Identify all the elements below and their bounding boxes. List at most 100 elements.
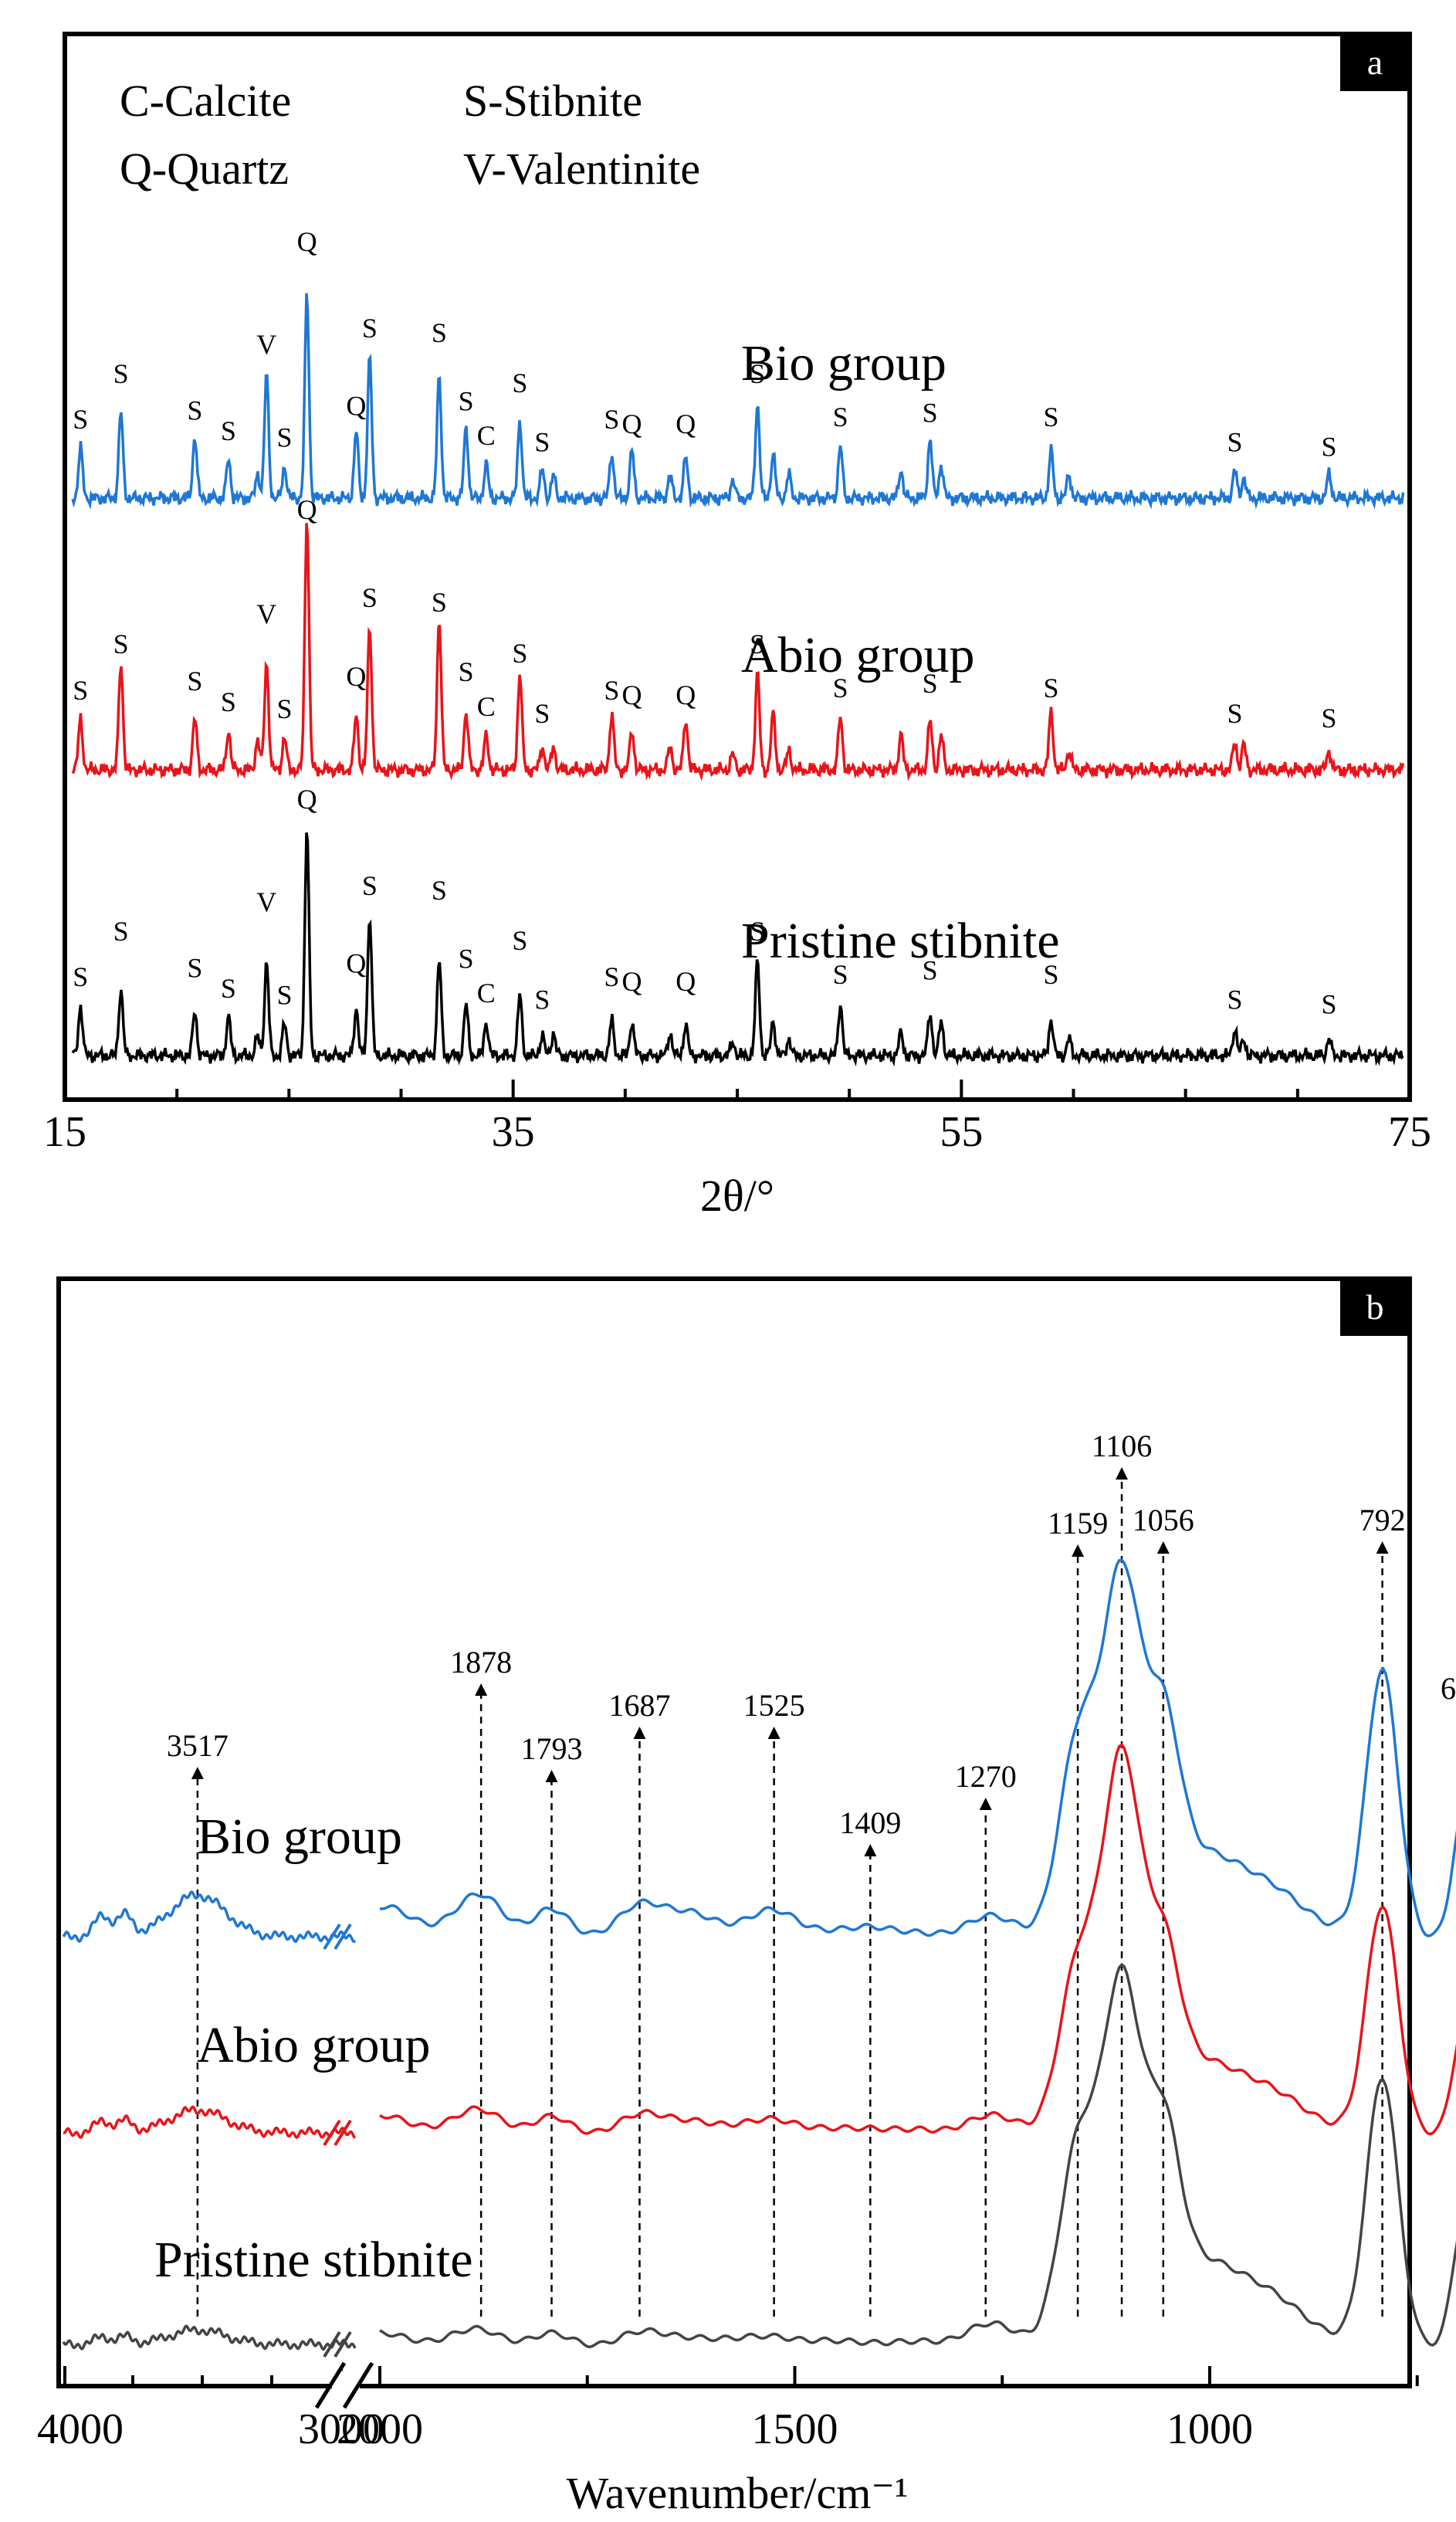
xrd-peak-label: S <box>73 404 88 435</box>
xrd-peak-label: S <box>750 358 765 389</box>
ftir-annotations: 3517 1878 1793 1687 1525 1409 1270 1159 1106 1056… <box>167 1429 1456 2358</box>
xrd-peak-label: Q <box>346 947 366 978</box>
xrd-peak-label: S <box>512 925 527 956</box>
xrd-peak-label: S <box>459 656 474 687</box>
xrd-peak-label: C <box>477 978 496 1008</box>
xrd-peak-label: S <box>276 980 292 1011</box>
ftir-line-bio <box>62 1558 1456 1944</box>
ftir-tick-label: 2000 <box>337 2405 423 2453</box>
xrd-peak-label: Q <box>676 680 696 710</box>
ftir-annotation-arrow <box>191 1767 204 1779</box>
panel-a: a C-Calcite S-Stibnite Q-Quartz V-Valent… <box>43 32 1431 1221</box>
xrd-peak-label: S <box>534 427 550 458</box>
ftir-annotation-label: 1687 <box>608 1688 670 1723</box>
panel-b-label-box <box>1340 1279 1410 1336</box>
xrd-peak-label: S <box>221 973 236 1004</box>
ftir-x-axis: 40003000200015001000500 <box>37 2361 1419 2453</box>
ftir-annotation-arrow <box>1376 1541 1389 1554</box>
legend-quartz: Q-Quartz <box>120 144 289 194</box>
xrd-peak-label: S <box>1227 698 1242 729</box>
xrd-peak-label: S <box>534 698 550 729</box>
xrd-tick-label: 15 <box>43 1108 86 1156</box>
xrd-peak-label: S <box>923 954 938 985</box>
legend-valentinite: V-Valentinite <box>463 144 700 194</box>
xrd-peak-label: S <box>187 952 202 983</box>
ftir-line-pristine <box>62 1962 1456 2351</box>
ftir-annotation-label: 1409 <box>839 1805 901 1840</box>
ftir-x-axis-label: Wavenumber/cm⁻¹ <box>567 2468 909 2518</box>
xrd-peak-label: Q <box>346 390 366 421</box>
xrd-line-bio <box>71 293 1405 510</box>
ftir-annotation-arrow <box>545 1770 558 1782</box>
xrd-peak-label: S <box>1227 985 1242 1015</box>
legend-stibnite: S-Stibnite <box>463 76 642 126</box>
xrd-peak-label: S <box>833 402 848 432</box>
ftir-axis-break-mark <box>314 2361 347 2409</box>
xrd-series-label-pristine: Pristine stibnite <box>741 913 1060 969</box>
xrd-peak-label: S <box>750 629 765 659</box>
ftir-line-abio <box>63 1743 1456 2140</box>
ftir-series-label-bio: Bio group <box>197 1808 402 1865</box>
xrd-peak-label: Q <box>297 226 317 257</box>
xrd-peak-label: S <box>362 870 378 901</box>
ftir-break-mark <box>334 1923 352 1951</box>
xrd-peak-label: S <box>432 875 447 906</box>
xrd-peak-label: S <box>362 313 378 344</box>
xrd-peak-label: S <box>459 944 474 975</box>
xrd-peak-label: S <box>534 985 550 1015</box>
xrd-peak-label: C <box>477 691 496 722</box>
xrd-peak-label: S <box>187 395 202 425</box>
xrd-peak-label: S <box>512 368 527 398</box>
xrd-peak-label: S <box>362 582 378 613</box>
xrd-x-axis-label: 2θ/° <box>700 1171 774 1221</box>
xrd-peak-label: Q <box>346 661 366 692</box>
ftir-annotation-label: 1525 <box>743 1688 805 1723</box>
xrd-peak-label: S <box>923 668 938 699</box>
xrd-peak-label: S <box>73 675 88 706</box>
ftir-annotation-label: 1159 <box>1048 1506 1109 1541</box>
xrd-peak-label: S <box>923 397 938 428</box>
xrd-peak-label: S <box>1043 959 1058 990</box>
xrd-peak-label: S <box>187 666 202 697</box>
xrd-peak-label: C <box>477 420 496 451</box>
xrd-peak-label: Q <box>676 966 696 997</box>
xrd-tick-label: 35 <box>492 1108 535 1156</box>
xrd-tick-label: 55 <box>940 1108 983 1156</box>
xrd-peak-label: S <box>833 959 848 990</box>
ftir-annotation-arrow <box>1072 1544 1085 1557</box>
xrd-x-axis: 15 35 55 75 <box>43 1080 1431 1156</box>
xrd-peak-label: S <box>1227 427 1242 458</box>
xrd-peak-label: S <box>432 587 447 618</box>
panel-b: b 3517 1878 1793 1687 1525 1409 1270 1159 1106 10… <box>37 1276 1456 2518</box>
ftir-annotation-arrow <box>633 1727 646 1739</box>
ftir-annotation-arrow <box>767 1727 780 1739</box>
xrd-peak-label: S <box>1321 989 1336 1020</box>
xrd-peak-label: S <box>432 317 447 348</box>
panel-b-frame <box>56 1276 1412 2388</box>
xrd-peak-label: S <box>276 693 292 724</box>
panel-a-label-box <box>1340 34 1410 91</box>
xrd-peak-label: S <box>512 638 527 669</box>
xrd-peak-label: V <box>256 598 276 629</box>
xrd-peak-label: Q <box>297 784 317 815</box>
legend-calcite: C-Calcite <box>120 76 291 126</box>
ftir-break-mark <box>334 2330 352 2358</box>
xrd-peak-label: S <box>604 961 619 992</box>
xrd-line-abio <box>71 523 1405 782</box>
xrd-peak-label: S <box>1043 673 1058 703</box>
xrd-peak-label: Q <box>622 966 642 997</box>
xrd-peak-label: S <box>1321 703 1336 734</box>
xrd-series-label-bio: Bio group <box>741 335 946 392</box>
ftir-annotation-label: 1106 <box>1092 1429 1153 1463</box>
xrd-peak-label: S <box>113 916 129 947</box>
xrd-series-label-abio: Abio group <box>741 627 974 683</box>
ftir-annotation-label: 1878 <box>450 1645 512 1680</box>
ftir-annotation-arrow <box>1156 1541 1170 1554</box>
xrd-peak-label: V <box>256 329 276 360</box>
xrd-peak-label: Q <box>622 680 642 710</box>
xrd-line-pristine <box>71 832 1404 1067</box>
ftir-annotation-label: 694 <box>1441 1671 1456 1706</box>
xrd-peak-label: S <box>833 673 848 703</box>
xrd-tick-label: 75 <box>1388 1108 1431 1156</box>
ftir-tick-label: 1000 <box>1166 2405 1253 2453</box>
